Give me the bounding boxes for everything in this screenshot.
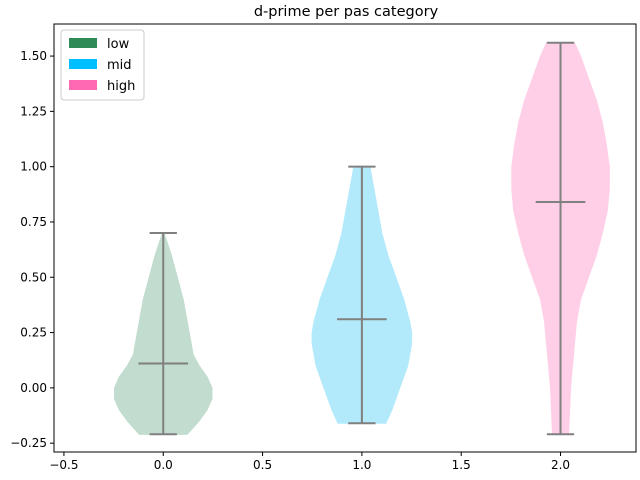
y-tick-label: 1.50 <box>20 49 47 63</box>
legend-label-mid: mid <box>107 58 132 73</box>
x-tick-label: 0.5 <box>253 458 272 472</box>
legend-swatch-low <box>69 38 97 48</box>
y-tick-label: 0.50 <box>20 270 47 284</box>
legend: low mid high <box>60 29 145 101</box>
x-tick-label: −0.5 <box>49 458 78 472</box>
plot-frame <box>53 23 637 453</box>
x-tick-label: 1.5 <box>452 458 471 472</box>
y-tick-label: 0.75 <box>20 215 47 229</box>
legend-swatch-mid <box>69 59 97 69</box>
x-tick-label: 2.0 <box>551 458 570 472</box>
x-tick-label: 0.0 <box>154 458 173 472</box>
chart-title: d-prime per pas category <box>254 4 439 20</box>
violin-group <box>114 41 610 436</box>
legend-swatch-high <box>69 80 97 90</box>
legend-label-low: low <box>107 37 130 52</box>
y-tick-label: 1.25 <box>20 104 47 118</box>
legend-label-high: high <box>107 79 135 94</box>
x-tick-label: 1.0 <box>352 458 371 472</box>
y-tick-label: 0.00 <box>20 381 47 395</box>
y-tick-label: −0.25 <box>10 436 47 450</box>
y-tick-label: 0.25 <box>20 326 47 340</box>
axes-group: −0.5 0.0 0.5 1.0 1.5 2.0 −0.25 0.00 0.25 0.50 0.75… <box>10 23 637 472</box>
y-tick-label: 1.00 <box>20 160 47 174</box>
